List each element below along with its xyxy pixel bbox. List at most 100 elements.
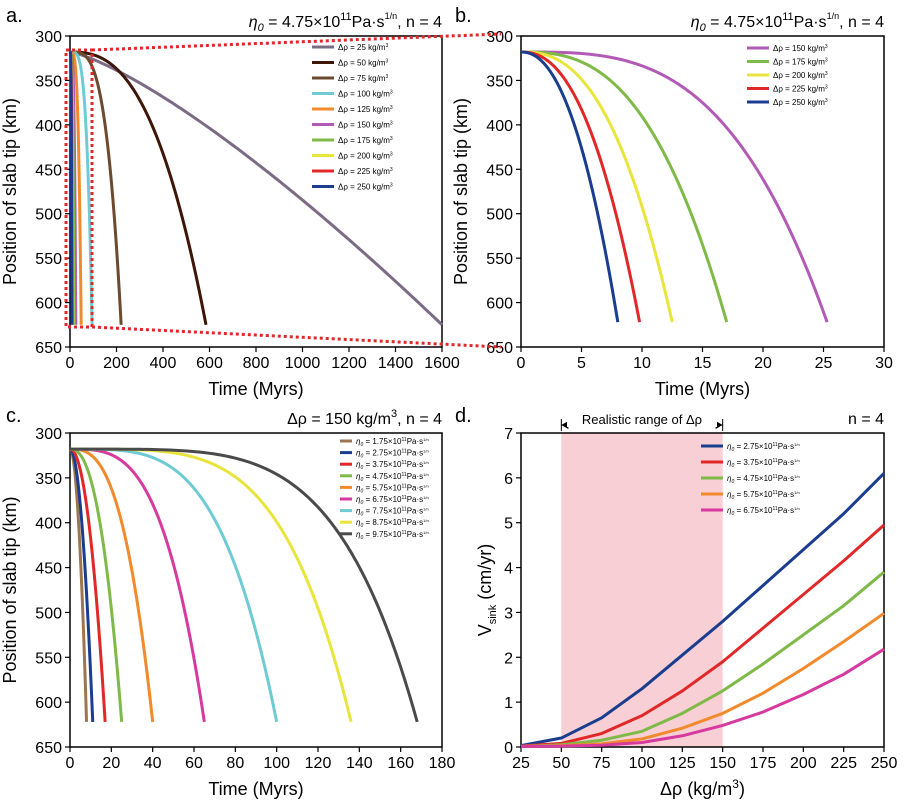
x-tick-label: 5 (577, 355, 586, 372)
text-span: Pa·s (778, 458, 794, 467)
text-span: 1/n (423, 437, 429, 442)
panel-label: d. (455, 405, 472, 427)
text-span: Δρ = 200 kg/m (338, 152, 390, 161)
text-span: 0 (360, 523, 363, 529)
legend-entry: η0 = 3.75×1011Pa·s1/n (727, 458, 800, 469)
text-span: Δρ = 175 kg/m (338, 136, 390, 145)
series-group (520, 472, 886, 749)
x-tick-label: 0 (66, 355, 75, 372)
x-tick-label: 175 (750, 755, 777, 772)
text-span: Δρ = 100 kg/m (338, 90, 390, 99)
y-tick-label: 5 (504, 516, 513, 533)
x-tick-label: 80 (226, 755, 244, 772)
panel-b: 0 5 10 15 20 25 30300350400450500550600650Time… (451, 5, 893, 399)
x-tick-label: 100 (263, 755, 290, 772)
x-axis-label: Time (Myrs) (208, 779, 303, 799)
y-tick-label: 300 (486, 29, 513, 46)
text-span: 3 (825, 44, 828, 50)
text-span: Pa·s (407, 472, 423, 481)
x-tick-label: 400 (150, 355, 177, 372)
y-tick-label: 450 (35, 561, 62, 578)
text-span: 11 (402, 472, 407, 478)
text-span: Δρ = 150 kg/m (338, 121, 390, 130)
y-tick-label: 350 (35, 73, 62, 90)
series-line (520, 472, 886, 748)
plot-frame (69, 35, 443, 348)
x-tick-label: 30 (875, 355, 893, 372)
y-axis-label: Vsink (cm/yr) (475, 544, 499, 637)
series-line (69, 447, 155, 723)
x-tick-label: 1000 (285, 355, 321, 372)
text-span: 0 (360, 500, 363, 506)
text-span: η (356, 530, 361, 539)
panel-title: η0 = 4.75×1011Pa·s1/n, n = 4 (249, 11, 442, 34)
legend-entry: η0 = 3.75×1011Pa·s1/n (356, 460, 429, 471)
text-span: 1/n (794, 506, 800, 511)
text-span: = 5.75×10 (734, 490, 773, 499)
legend-entry: η0 = 6.75×1011Pa·s1/n (727, 506, 800, 517)
x-tick-label: 140 (346, 755, 373, 772)
text-span: 0 (258, 22, 265, 34)
zoom-connector-top (91, 32, 502, 52)
text-span: η (356, 495, 361, 504)
text-span: η (727, 474, 732, 483)
x-tick-label: 0 (66, 755, 75, 772)
text-span: 3 (385, 43, 388, 49)
y-tick-label: 350 (35, 471, 62, 488)
series-line (521, 50, 829, 323)
text-span: 3 (391, 408, 397, 420)
legend-entry: Δρ = 150 kg/m3 (338, 121, 393, 130)
x-tick-label: 60 (185, 755, 203, 772)
text-span: 0 (731, 479, 734, 485)
x-tick-label: 1600 (424, 355, 460, 372)
text-span: = 4.75×10 (264, 14, 341, 31)
text-span: Δρ (kg/m (660, 779, 732, 799)
text-span: 1/n (423, 460, 429, 465)
text-span: Δρ = 150 kg/m (287, 411, 391, 428)
y-tick-label: 500 (35, 605, 62, 622)
legend-entry: Δρ = 200 kg/m3 (338, 152, 393, 161)
x-tick-label: 200 (103, 355, 130, 372)
range-annotation: Realistic range of Δρ (582, 412, 702, 427)
series-line (69, 50, 444, 326)
text-span: 11 (402, 460, 407, 466)
zoom-connector-bottom (91, 325, 502, 349)
y-tick-label: 0 (504, 740, 513, 757)
x-tick-label: 15 (694, 355, 712, 372)
text-span: η (727, 506, 732, 515)
y-axis-label: Position of slab tip (km) (0, 98, 20, 285)
text-span: 3 (385, 59, 388, 65)
text-span: Pa·s (407, 449, 423, 458)
y-tick-label: 400 (35, 516, 62, 533)
y-tick-label: 450 (35, 162, 62, 179)
y-tick-label: 300 (35, 29, 62, 46)
text-span: 3 (825, 71, 828, 77)
text-span: Pa·s (794, 14, 827, 31)
y-tick-label: 7 (504, 426, 513, 443)
series-line (68, 50, 74, 325)
x-tick-label: 25 (815, 355, 833, 372)
text-span: 3 (390, 183, 393, 189)
text-span: Pa·s (407, 437, 423, 446)
text-span: 0 (360, 477, 363, 483)
text-span: 11 (402, 449, 407, 455)
legend-entry: Δρ = 225 kg/m3 (773, 85, 828, 94)
series-line (69, 50, 123, 325)
text-span: Pa·s (407, 530, 423, 539)
y-tick-label: 550 (35, 650, 62, 667)
legend-entry: η0 = 1.75×1011Pa·s1/n (356, 437, 429, 448)
series-line (520, 50, 642, 323)
legend-entry: η0 = 6.75×1011Pa·s1/n (356, 495, 429, 506)
series-group (520, 50, 829, 323)
y-tick-label: 1 (504, 695, 513, 712)
x-tick-label: 600 (196, 355, 223, 372)
text-span: 1/n (794, 474, 800, 479)
y-tick-label: 650 (486, 340, 513, 357)
legend-entry: η0 = 9.75×1011Pa·s1/n (356, 530, 429, 541)
y-tick-label: 550 (486, 251, 513, 268)
text-span: 1/n (423, 495, 429, 500)
x-tick-label: 800 (243, 355, 270, 372)
legend-entry: Δρ = 150 kg/m3 (773, 44, 828, 53)
text-span: 1/n (423, 530, 429, 535)
